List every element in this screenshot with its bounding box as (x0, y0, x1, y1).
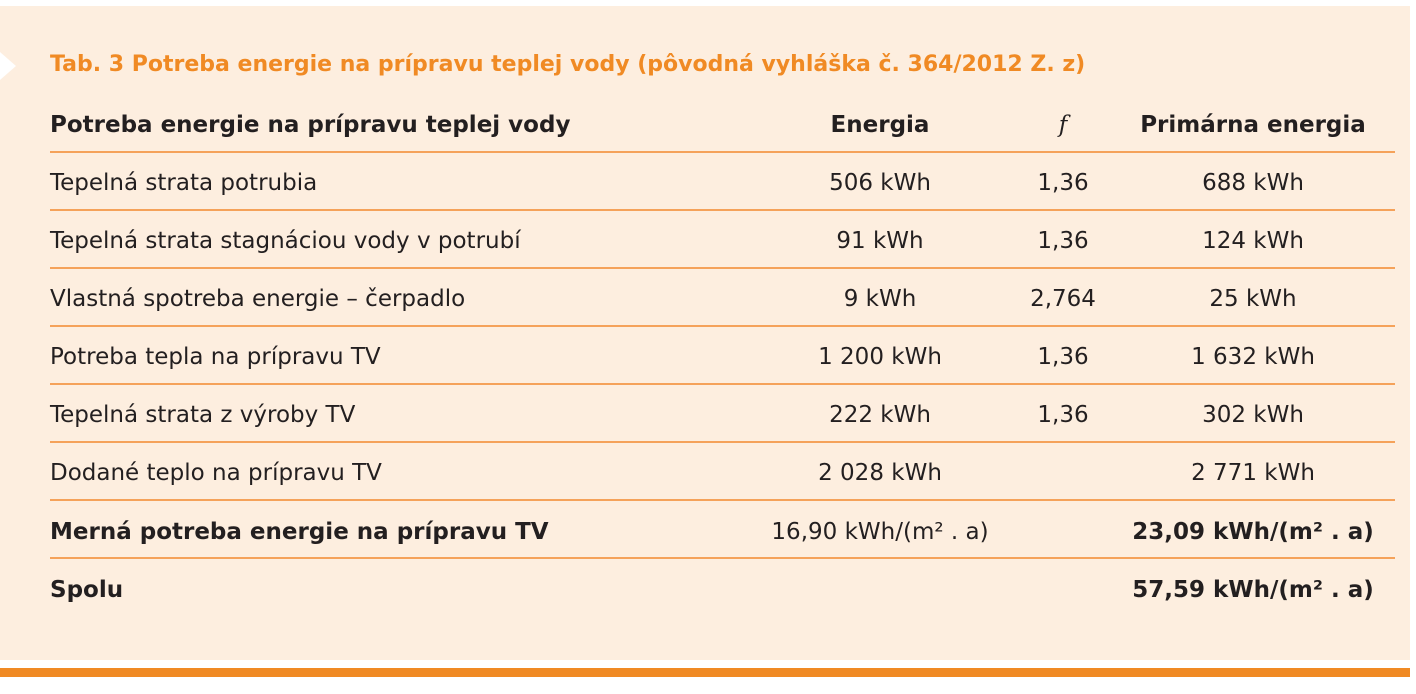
panel (0, 6, 1410, 660)
row-divider (50, 209, 1395, 211)
table-cell: 1,36 (1037, 170, 1089, 196)
table-cell: 302 kWh (1202, 402, 1304, 428)
bottom-bar (0, 668, 1410, 677)
row-divider (50, 441, 1395, 443)
table-cell: Tepelná strata potrubia (50, 170, 318, 196)
notch (0, 52, 16, 80)
table-cell: Vlastná spotreba energie – čerpadlo (50, 286, 466, 312)
table-cell: 1,36 (1037, 228, 1089, 254)
header-cell: Energia (830, 112, 930, 138)
table-cell: 2 028 kWh (818, 460, 942, 486)
table-cell: Potreba tepla na prípravu TV (50, 344, 381, 370)
table-cell: 2,764 (1030, 286, 1096, 312)
table-cell: 16,90 kWh/(m² . a) (771, 519, 989, 545)
row-divider (50, 267, 1395, 269)
table-cell: 91 kWh (836, 228, 924, 254)
row-divider (50, 325, 1395, 327)
table-cell: Dodané teplo na prípravu TV (50, 460, 382, 486)
row-divider (50, 557, 1395, 559)
table-cell: 124 kWh (1202, 228, 1304, 254)
row-divider (50, 151, 1395, 153)
header-cell: Potreba energie na prípravu teplej vody (50, 112, 571, 138)
table-cell: 2 771 kWh (1191, 460, 1315, 486)
table-cell: Tepelná strata z výroby TV (50, 402, 356, 428)
row-divider (50, 499, 1395, 501)
table-cell: 1,36 (1037, 344, 1089, 370)
table-title: Tab. 3 Potreba energie na prípravu teple… (50, 52, 1086, 77)
table-cell: 23,09 kWh/(m² . a) (1132, 519, 1374, 545)
table-cell: 506 kWh (829, 170, 931, 196)
table-cell: 222 kWh (829, 402, 931, 428)
header-cell: Primárna energia (1140, 112, 1366, 138)
row-divider (50, 383, 1395, 385)
header-cell: f (1058, 112, 1068, 138)
table-cell: 57,59 kWh/(m² . a) (1132, 577, 1374, 603)
table-cell: 1,36 (1037, 402, 1089, 428)
table-cell: 1 632 kWh (1191, 344, 1315, 370)
table-cell: Spolu (50, 577, 124, 603)
table-cell: 1 200 kWh (818, 344, 942, 370)
table-cell: 25 kWh (1209, 286, 1297, 312)
table-cell: Tepelná strata stagnáciou vody v potrubí (50, 228, 521, 254)
table-cell: Merná potreba energie na prípravu TV (50, 519, 549, 545)
table-cell: 9 kWh (843, 286, 917, 312)
table-cell: 688 kWh (1202, 170, 1304, 196)
